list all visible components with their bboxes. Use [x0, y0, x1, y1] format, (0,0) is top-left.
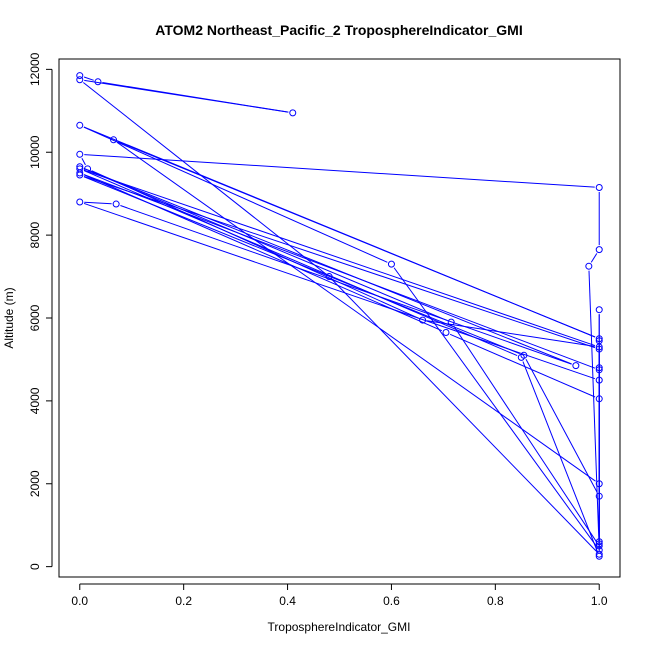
x-axis-label: TroposphereIndicator_GMI	[268, 620, 411, 634]
series-line-segment	[83, 126, 596, 338]
data-point	[595, 542, 603, 550]
data-point	[442, 329, 450, 337]
series-line-segment	[83, 167, 572, 365]
series-line-segment	[83, 76, 94, 81]
series-line-segment	[116, 142, 596, 482]
data-point	[595, 538, 603, 546]
plot-area	[76, 72, 603, 560]
data-point	[419, 316, 427, 324]
y-tick-label: 8000	[28, 221, 42, 248]
series-line-segment	[83, 202, 596, 380]
data-point	[585, 262, 593, 270]
y-tick-label: 4000	[28, 387, 42, 414]
series-line-segment	[590, 253, 598, 263]
series-line-segment	[588, 270, 600, 546]
data-point	[595, 366, 603, 374]
data-point	[595, 492, 603, 500]
x-tick-label: 0.6	[383, 594, 400, 608]
y-axis: 0 2000 4000 6000 8000 10000 12000	[28, 52, 53, 570]
data-point	[595, 364, 603, 372]
y-tick-label: 6000	[28, 304, 42, 331]
data-point	[76, 76, 84, 84]
data-point	[289, 109, 297, 117]
data-point	[595, 540, 603, 548]
series-line-segment	[82, 82, 326, 275]
series-line-segment	[81, 158, 86, 166]
data-point	[595, 306, 603, 314]
data-point	[76, 171, 84, 179]
series-line-segment	[522, 361, 599, 553]
data-point	[595, 550, 603, 558]
data-point	[595, 376, 603, 384]
data-point	[112, 200, 120, 208]
series-line-segment	[120, 205, 572, 365]
data-point	[447, 318, 455, 326]
series-line-segment	[84, 79, 289, 113]
series-line-segment	[426, 320, 595, 347]
x-tick-label: 0.8	[487, 594, 504, 608]
data-point	[76, 121, 84, 129]
series-line-segment	[83, 169, 596, 347]
series-line-segment	[449, 333, 596, 398]
data-point	[572, 362, 580, 370]
data-point	[595, 552, 603, 560]
series-line-segment	[83, 176, 520, 355]
x-axis: 0.0 0.2 0.4 0.6 0.8 1.0	[71, 583, 608, 608]
series-line-segment	[84, 201, 112, 205]
series-line-segment	[83, 168, 448, 321]
data-point	[84, 165, 92, 173]
data-point	[595, 395, 603, 403]
data-point	[76, 150, 84, 158]
data-point	[76, 198, 84, 206]
series-line-segment	[453, 325, 598, 543]
y-tick-label: 2000	[28, 470, 42, 497]
data-point	[595, 345, 603, 353]
data-point	[387, 260, 395, 268]
data-point	[520, 351, 528, 359]
chart-title: ATOM2 Northeast_Pacific_2 TroposphereInd…	[155, 22, 522, 38]
data-point	[595, 246, 603, 254]
series-line-segment	[83, 175, 596, 349]
y-tick-label: 12000	[28, 52, 42, 86]
data-point	[110, 136, 118, 144]
y-tick-label: 0	[28, 563, 42, 570]
series-line-segment	[83, 126, 388, 263]
data-point	[595, 335, 603, 343]
data-point	[595, 183, 603, 191]
x-tick-label: 0.2	[175, 594, 192, 608]
x-tick-label: 1.0	[591, 594, 608, 608]
series-line-segment	[331, 279, 597, 552]
x-tick-label: 0.4	[279, 594, 296, 608]
plot-frame	[58, 58, 621, 578]
data-point	[76, 72, 84, 80]
series-line-segment	[91, 170, 419, 319]
data-point	[76, 163, 84, 171]
data-point	[325, 273, 333, 281]
y-tick-label: 10000	[28, 135, 42, 169]
series-line-segment	[393, 267, 597, 547]
series-line-segment	[84, 154, 595, 188]
data-point	[595, 337, 603, 345]
series-line-segment	[525, 359, 598, 493]
x-tick-label: 0.0	[71, 594, 88, 608]
data-point	[595, 480, 603, 488]
data-point	[94, 78, 102, 86]
y-axis-label: Altitude (m)	[2, 287, 16, 348]
